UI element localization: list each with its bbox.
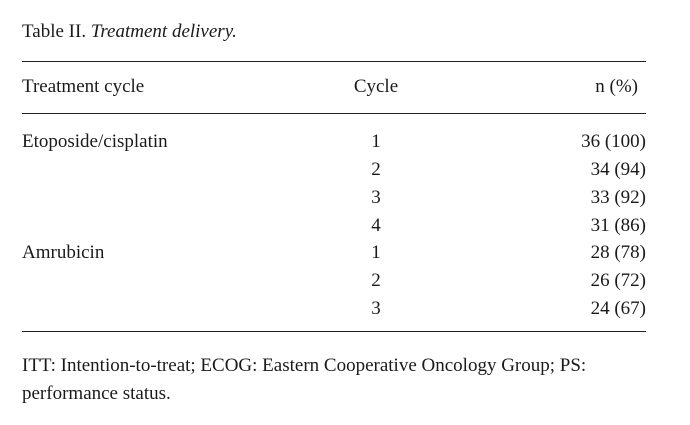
table-footnote: ITT: Intention-to-treat; ECOG: Eastern C… (22, 355, 587, 404)
row-cycle: 2 (371, 159, 381, 180)
row-n-percent: 24 (67) (590, 298, 646, 319)
table-caption: Table II. Treatment delivery. (22, 20, 237, 44)
row-treatment: Etoposide/cisplatin (22, 131, 168, 152)
header-rule (22, 113, 646, 114)
table-title: Treatment delivery. (90, 21, 237, 42)
row-cycle: 3 (371, 298, 381, 319)
row-n-percent: 33 (92) (590, 187, 646, 208)
row-cycle: 3 (371, 187, 381, 208)
row-n-percent: 28 (78) (590, 242, 646, 263)
row-cycle: 1 (371, 131, 381, 152)
header-cycle: Cycle (353, 76, 399, 97)
top-rule (22, 61, 646, 62)
header-treatment-cycle: Treatment cycle (22, 76, 145, 97)
bottom-rule (22, 331, 646, 332)
row-cycle: 4 (371, 215, 381, 236)
row-cycle: 1 (371, 242, 381, 263)
row-treatment: Amrubicin (22, 242, 105, 263)
header-n-percent: n (%) (595, 76, 638, 97)
row-n-percent: 26 (72) (590, 270, 646, 291)
row-n-percent: 36 (100) (581, 131, 646, 152)
row-n-percent: 34 (94) (590, 159, 646, 180)
table-label: Table II. (22, 21, 87, 42)
row-cycle: 2 (371, 270, 381, 291)
row-n-percent: 31 (86) (590, 215, 646, 236)
